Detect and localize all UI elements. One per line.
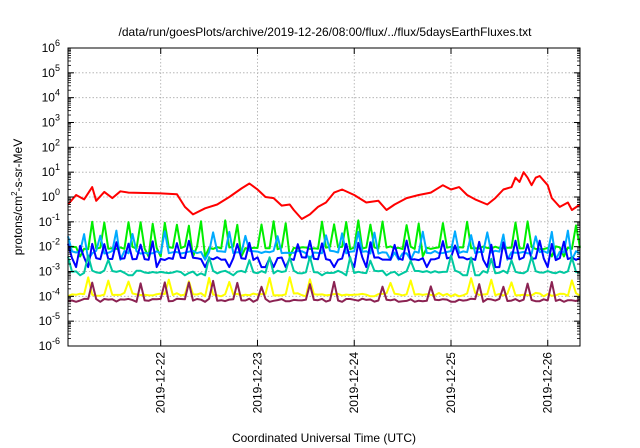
- y-tick-label: 10-4: [39, 286, 60, 303]
- y-tick-base: 10: [39, 339, 53, 353]
- series-line-7: [67, 279, 581, 303]
- y-tick-base: 10: [42, 66, 56, 80]
- y-tick-label: 10-5: [39, 311, 60, 328]
- y-tick-base: 10: [42, 116, 56, 130]
- series-group: [67, 171, 581, 303]
- y-tick-label: 103: [42, 113, 60, 130]
- x-axis: 2019-12-22 2019-12-23 2019-12-24 2019-12-25…: [154, 48, 555, 413]
- y-axis: 10-610-510-410-310-210-11001011021031041…: [39, 38, 580, 353]
- series-line-2: [67, 219, 581, 258]
- y-tick-base: 10: [42, 41, 56, 55]
- y-tick-base: 10: [42, 165, 56, 179]
- y-tick-exponent: -1: [52, 212, 60, 222]
- y-tick-exponent: 6: [55, 38, 60, 48]
- y-axis-label-post: -s-sr-MeV: [11, 139, 25, 192]
- y-tick-exponent: -3: [52, 262, 60, 272]
- series-line-6: [67, 276, 581, 298]
- y-axis-label-pre: protons/cm: [11, 196, 25, 255]
- y-tick-label: 104: [42, 88, 60, 105]
- y-tick-exponent: 4: [55, 88, 60, 98]
- y-tick-label: 101: [42, 162, 60, 179]
- y-tick-base: 10: [39, 265, 53, 279]
- x-axis-label: Coordinated Universal Time (UTC): [232, 431, 416, 445]
- y-axis-label-sup: 2: [10, 191, 19, 196]
- series-line-4: [67, 239, 581, 269]
- y-tick-base: 10: [39, 215, 53, 229]
- y-tick-base: 10: [42, 140, 56, 154]
- y-tick-label: 105: [42, 63, 60, 80]
- y-tick-exponent: -6: [52, 336, 60, 346]
- x-tick-label: 2019-12-24: [347, 352, 361, 414]
- y-tick-label: 102: [42, 137, 60, 154]
- chart-title: /data/run/goesPlots/archive/2019-12-26/0…: [119, 25, 533, 39]
- y-tick-exponent: -2: [52, 237, 60, 247]
- y-tick-base: 10: [39, 289, 53, 303]
- y-tick-exponent: 0: [55, 187, 60, 197]
- series-line-1: [67, 171, 581, 220]
- y-tick-base: 10: [42, 91, 56, 105]
- y-tick-exponent: -4: [52, 286, 60, 296]
- y-tick-base: 10: [39, 314, 53, 328]
- x-tick-label: 2019-12-23: [250, 352, 264, 414]
- y-tick-label: 10-1: [39, 212, 60, 229]
- y-tick-exponent: 2: [55, 137, 60, 147]
- y-tick-exponent: 3: [55, 113, 60, 123]
- y-tick-exponent: -5: [52, 311, 60, 321]
- y-tick-label: 100: [42, 187, 60, 204]
- x-tick-label: 2019-12-26: [541, 352, 555, 414]
- y-tick-label: 10-2: [39, 237, 60, 254]
- y-tick-label: 10-6: [39, 336, 60, 353]
- x-tick-label: 2019-12-22: [154, 352, 168, 414]
- series-line-3: [67, 229, 581, 261]
- y-tick-base: 10: [42, 190, 56, 204]
- y-tick-exponent: 1: [55, 162, 60, 172]
- series-line-5: [67, 254, 581, 277]
- y-axis-label: protons/cm2-s-sr-MeV: [10, 139, 25, 255]
- y-tick-exponent: 5: [55, 63, 60, 73]
- y-tick-label: 106: [42, 38, 60, 55]
- x-tick-label: 2019-12-25: [444, 352, 458, 414]
- y-tick-base: 10: [39, 240, 53, 254]
- y-tick-label: 10-3: [39, 262, 60, 279]
